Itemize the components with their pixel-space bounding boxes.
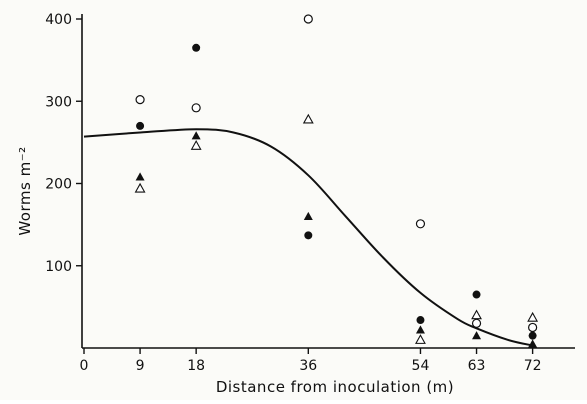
filled-triangle-point-x54 xyxy=(415,325,425,334)
x-tick-label-63: 63 xyxy=(468,358,486,374)
open-triangle-point-x63 xyxy=(471,309,482,320)
filled-circle-point-x18 xyxy=(192,43,201,52)
filled-circle-point-x63 xyxy=(472,290,481,299)
y-axis-title: Worms m⁻² xyxy=(16,146,34,235)
open-circle-point-x72 xyxy=(528,322,538,333)
labels-layer: Distance from inoculation (m) Worms m⁻² xyxy=(16,146,454,396)
open-circle-point-x63 xyxy=(471,318,482,328)
x-tick-label-72: 72 xyxy=(524,358,542,374)
open-circle-point-x54 xyxy=(415,219,426,229)
x-axis-title: Distance from inoculation (m) xyxy=(216,378,454,396)
x-tick-label-18: 18 xyxy=(187,358,205,374)
x-tick-label-9: 9 xyxy=(136,358,145,374)
x-tick-label-54: 54 xyxy=(412,358,430,374)
x-tick-label-36: 36 xyxy=(299,358,317,374)
filled-triangle-point-x36 xyxy=(303,211,313,220)
open-circle-point-x9 xyxy=(135,95,145,105)
y-tick-label-100: 100 xyxy=(45,259,72,275)
open-circle-point-x18 xyxy=(191,103,201,113)
filled-circle-point-x9 xyxy=(136,121,145,130)
fitted-curve-line xyxy=(83,128,533,347)
open-triangle-point-x18 xyxy=(190,140,202,150)
y-tick-label-300: 300 xyxy=(45,94,72,110)
filled-triangle-point-x63 xyxy=(472,331,482,340)
axes: 100 200 300 400 0 9 18 36 54 63 72 xyxy=(45,12,575,374)
open-circle-point-x36 xyxy=(303,14,313,24)
y-tick-label-200: 200 xyxy=(45,177,72,193)
filled-triangle-point-x9 xyxy=(135,172,145,181)
filled-circle-point-x36 xyxy=(304,231,313,240)
fitted-curve-layer xyxy=(83,128,533,347)
filled-circle-point-x54 xyxy=(416,316,425,325)
open-triangle-point-x36 xyxy=(302,113,314,124)
open-triangle-point-x72 xyxy=(527,311,539,322)
y-tick-label-400: 400 xyxy=(45,12,72,28)
open-triangle-point-x9 xyxy=(134,182,146,193)
x-tick-label-0: 0 xyxy=(80,358,89,374)
open-triangle-point-x54 xyxy=(415,334,426,344)
data-points-layer xyxy=(134,14,539,348)
filled-triangle-point-x18 xyxy=(191,131,201,140)
filled-triangle-point-x72 xyxy=(528,339,538,348)
filled-circle-point-x72 xyxy=(528,331,537,340)
